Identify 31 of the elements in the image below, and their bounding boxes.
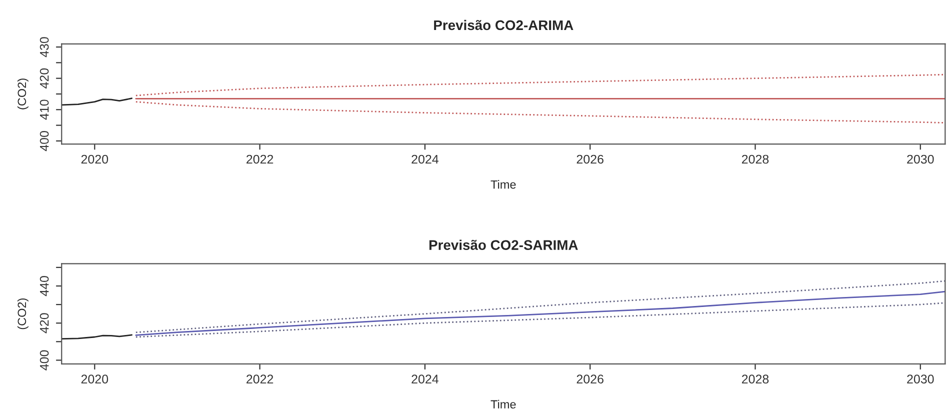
x-tick-label: 2028 [742, 374, 769, 384]
x-tick-label: 2026 [576, 154, 604, 164]
line-series [62, 98, 132, 106]
y-tick-label: 440 [40, 276, 49, 296]
x-axis-title: Time [490, 180, 516, 189]
y-tick-label: 400 [40, 131, 49, 152]
x-tick-label: 2028 [742, 154, 769, 164]
x-tick-label: 2024 [412, 154, 438, 164]
chart-title: Previsão CO2-SARIMA [429, 240, 578, 250]
x-tick-label: 2030 [907, 374, 934, 384]
x-tick-label: 2022 [246, 154, 274, 164]
line-series [135, 302, 946, 338]
x-tick-label: 2022 [246, 374, 274, 384]
y-axis-title: (CO2) [17, 78, 28, 110]
x-tick-label: 2020 [81, 374, 108, 384]
y-tick-label: 410 [40, 100, 49, 120]
y-axis-title: (CO2) [17, 298, 28, 330]
x-tick-label: 2020 [81, 154, 108, 164]
line-series [135, 290, 946, 336]
line-series [135, 101, 946, 124]
x-axis-title: Time [490, 400, 516, 409]
y-tick-label: 420 [40, 313, 49, 334]
x-tick-label: 2030 [907, 154, 934, 164]
line-series [135, 74, 946, 96]
line-series [135, 280, 946, 334]
x-tick-label: 2024 [412, 374, 438, 384]
y-tick-label: 400 [40, 350, 49, 370]
y-tick-label: 420 [40, 68, 49, 88]
chart-title: Previsão CO2-ARIMA [434, 20, 574, 30]
y-tick-label: 430 [40, 37, 49, 58]
x-tick-label: 2026 [576, 374, 604, 384]
